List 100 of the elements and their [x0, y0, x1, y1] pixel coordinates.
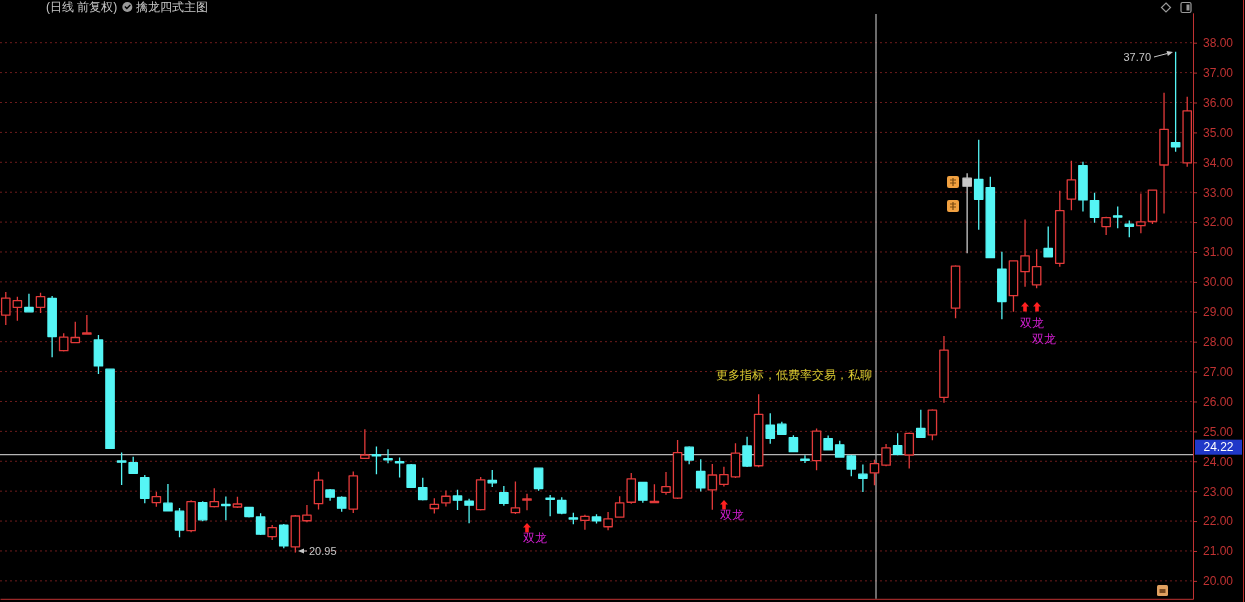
candlestick: [394, 456, 405, 479]
annotation: 双龙: [1020, 316, 1044, 331]
candlestick: [441, 489, 451, 508]
candlestick: [753, 393, 764, 468]
candlestick: [82, 314, 92, 336]
annotation: 双龙: [1032, 332, 1056, 347]
candlestick: [487, 469, 498, 488]
candlestick: [1031, 248, 1042, 289]
y-tick-label: 36.00: [1203, 95, 1234, 110]
y-tick-label: 20.00: [1203, 574, 1234, 589]
candlestick: [522, 493, 532, 511]
y-tick-label: 22.00: [1203, 514, 1234, 529]
candlestick: [695, 458, 706, 493]
candlestick: [499, 485, 509, 507]
candlestick: [672, 439, 683, 500]
candlestick: [406, 463, 416, 489]
y-tick-label: 26.00: [1203, 394, 1234, 409]
candlestick: [742, 436, 752, 468]
annotation: 37.70: [1123, 50, 1151, 63]
candlestick: [1054, 190, 1065, 268]
candlestick: [24, 293, 34, 314]
y-tick-label: 33.00: [1203, 185, 1234, 200]
candlestick: [939, 335, 949, 404]
y-tick-label: 25.00: [1203, 424, 1234, 439]
candlestick: [1124, 219, 1135, 238]
candlestick: [174, 507, 185, 538]
y-tick-label: 27.00: [1203, 364, 1234, 379]
y-tick-label: 31.00: [1203, 245, 1234, 260]
candlestick: [892, 432, 903, 456]
candlestick: [556, 496, 567, 515]
candlestick: [1066, 160, 1077, 211]
candlestick: [475, 476, 486, 512]
y-tick-label: 28.00: [1203, 335, 1234, 350]
candlestick: [360, 428, 370, 460]
candlestick: [209, 487, 220, 509]
candlestick: [1043, 225, 1054, 259]
y-tick-label: 32.00: [1203, 215, 1234, 230]
candlestick: [116, 451, 127, 486]
candlestick: [719, 466, 729, 488]
candlestick: [47, 295, 57, 358]
y-tick-label: 37.00: [1203, 65, 1234, 80]
candlestick: [580, 514, 590, 531]
candlestick: [429, 497, 440, 515]
candlestick: [151, 491, 162, 508]
candlestick: [950, 264, 961, 320]
candlestick: [163, 483, 173, 513]
candlestick: [93, 334, 104, 375]
candlestick: [464, 497, 474, 524]
candlestick: [533, 466, 544, 492]
candlestick: [881, 443, 891, 467]
candlestick: [962, 172, 972, 254]
candlestick: [1089, 192, 1100, 224]
candlestick: [707, 463, 718, 511]
chart-subtitle: 擒龙四式主图: [136, 0, 209, 15]
y-tick-label: 38.00: [1203, 36, 1234, 51]
candlestick: [244, 506, 254, 519]
candlestick: [278, 523, 289, 549]
y-tick-label: 24.00: [1203, 454, 1234, 469]
candlestick: [325, 488, 335, 502]
candlestick: [765, 412, 776, 445]
candlestick: [915, 409, 926, 439]
annotation: 更多指标，低费率交易，私聊: [716, 368, 872, 383]
candlestick: [452, 489, 463, 511]
candlestick: [417, 477, 428, 502]
candlestick: [568, 512, 579, 525]
candlestick: [1008, 259, 1019, 313]
candlestick: [232, 496, 243, 509]
candlestick: [139, 474, 150, 504]
candlestick: [302, 504, 312, 523]
candlestick: [1147, 188, 1158, 225]
y-tick-label: 30.00: [1203, 275, 1234, 290]
candlestick: [1101, 216, 1111, 236]
candlestick: [603, 511, 613, 531]
candlestick: [348, 470, 359, 514]
candlestick: [197, 500, 208, 523]
candlestick: [904, 431, 915, 470]
candlestick: [371, 445, 382, 475]
candlestick: [788, 434, 799, 453]
ref-line-label: 24.22: [1203, 440, 1234, 455]
candlestick: [383, 448, 393, 465]
candlestick: [626, 472, 637, 505]
y-tick-label: 21.00: [1203, 544, 1234, 559]
candlestick: [800, 454, 810, 464]
candlestick: [105, 367, 115, 450]
candlestick: [811, 427, 822, 471]
candlestick: [997, 251, 1007, 320]
candlestick: [1112, 205, 1123, 230]
candlestick: [221, 495, 231, 521]
candlestick: [1136, 192, 1146, 234]
candlestick: [649, 483, 660, 504]
candlestick: [730, 442, 741, 479]
annotation: 20.95: [309, 544, 337, 557]
y-tick-label: 34.00: [1203, 155, 1234, 170]
candlestick: [823, 434, 833, 452]
candlestick: [684, 445, 694, 465]
candlestick: [858, 463, 868, 493]
candlestick: [927, 408, 938, 441]
y-tick-label: 35.00: [1203, 125, 1234, 140]
candlestick: [661, 471, 671, 496]
candlestick: [638, 481, 648, 504]
